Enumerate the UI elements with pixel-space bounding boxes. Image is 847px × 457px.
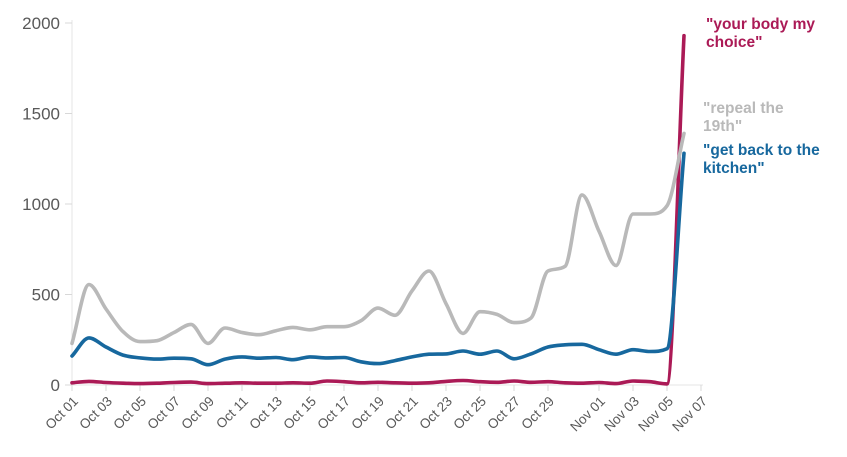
x-tick-label: Oct 05	[110, 394, 149, 433]
x-tick-label: Oct 03	[76, 394, 115, 433]
annotation-your-body-my-choice: "your body my choice"	[706, 16, 815, 51]
x-tick-label: Nov 05	[635, 394, 676, 435]
x-tick-label: Oct 19	[348, 394, 387, 433]
x-tick-label: Oct 27	[484, 394, 523, 433]
series-line-your-body-my-choice	[70, 33, 686, 386]
annotation-get-back-to-the-kitchen: "get back to the kitchen"	[703, 142, 820, 177]
y-tick-label: 2000	[22, 14, 60, 33]
x-tick-label: Oct 17	[314, 394, 353, 433]
x-tick-label: Oct 11	[213, 394, 251, 432]
series-line-repeal-the-19th	[70, 131, 686, 346]
x-tick-label: Nov 01	[567, 394, 608, 435]
x-tick-label: Nov 03	[601, 394, 642, 435]
x-tick-label: Oct 21	[382, 394, 421, 433]
y-tick-label: 1000	[22, 195, 60, 214]
x-tick-label: Oct 23	[416, 394, 455, 433]
x-tick-label: Oct 13	[246, 394, 285, 433]
x-tick-label: Oct 07	[144, 394, 183, 433]
x-tick-label: Oct 01	[42, 394, 81, 433]
y-tick-label: 500	[32, 286, 60, 305]
x-tick-label: Oct 29	[518, 394, 557, 433]
x-tick-label: Nov 07	[669, 394, 710, 435]
y-tick-label: 1500	[22, 105, 60, 124]
y-tick-label: 0	[51, 376, 60, 395]
x-tick-label: Oct 09	[178, 394, 217, 433]
x-tick-label: Oct 15	[280, 394, 319, 433]
series-line-get-back-to-the-kitchen	[70, 151, 686, 367]
x-tick-label: Oct 25	[450, 394, 489, 433]
annotation-repeal-the-19th: "repeal the 19th"	[703, 100, 784, 135]
